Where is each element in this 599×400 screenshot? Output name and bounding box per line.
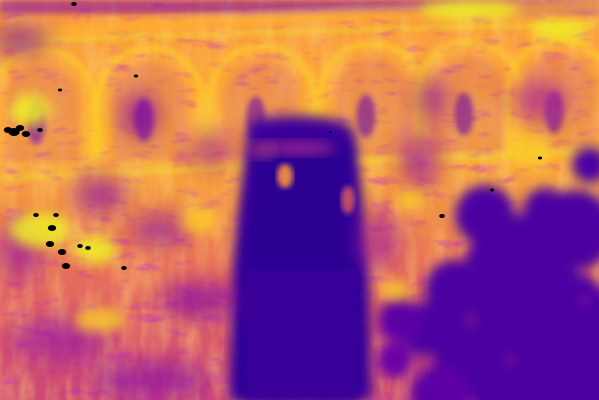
foliage: [377, 147, 599, 400]
speckle: [47, 225, 57, 231]
foliage-highlights: [423, 294, 591, 367]
hot-spots: [10, 0, 590, 332]
speckle: [45, 241, 55, 247]
speckle: [121, 266, 127, 270]
speckle: [53, 213, 59, 217]
speckle: [15, 125, 25, 131]
speckle: [57, 88, 63, 92]
speckle: [85, 246, 91, 250]
speckle: [37, 128, 43, 132]
speckle: [489, 188, 495, 192]
speckle: [33, 213, 39, 217]
speckle: [537, 156, 543, 160]
speckle: [8, 128, 20, 136]
arch: [415, 39, 525, 154]
speckle: [77, 244, 83, 248]
speckle: [328, 131, 332, 133]
speckle: [71, 2, 77, 6]
speckle-noise: [3, 2, 543, 270]
doorway: [230, 116, 372, 400]
speckle: [21, 131, 31, 137]
speckle: [439, 214, 445, 218]
speckle: [61, 263, 71, 269]
speckle: [57, 249, 67, 255]
speckle: [133, 74, 139, 78]
